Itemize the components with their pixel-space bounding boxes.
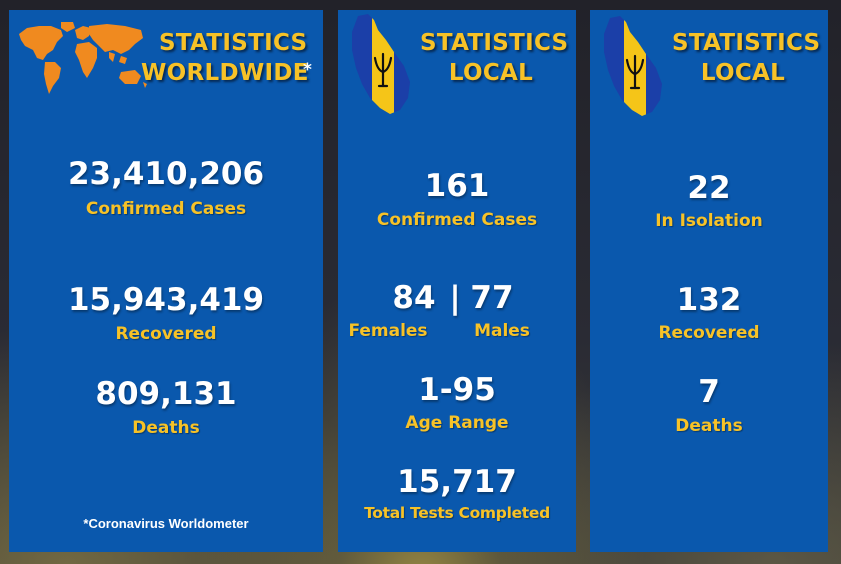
local1-confirmed-label: Confirmed Cases [376, 210, 538, 230]
local-stats-panel-2: STATISTICS LOCAL 22 In Isolation 132 Rec… [590, 10, 828, 552]
local-stats-panel-1: STATISTICS LOCAL 161 Confirmed Cases 84 … [338, 10, 576, 552]
barbados-map-icon [604, 16, 662, 116]
local1-tests-value: 15,717 [397, 464, 517, 500]
worldwide-confirmed-value: 23,410,206 [67, 156, 265, 192]
world-map-icon [19, 22, 147, 94]
local1-age-value: 1-95 [418, 372, 496, 408]
local2-isolation-value: 22 [687, 170, 731, 206]
worldwide-title-line1: STATISTICS [159, 30, 308, 56]
local1-females-label: Females [348, 321, 428, 341]
local2-isolation-label: In Isolation [655, 211, 763, 231]
local2-title-line2: LOCAL [700, 60, 786, 86]
local1-gender-separator: | [449, 280, 461, 316]
worldwide-asterisk: * [303, 60, 312, 80]
worldwide-deaths-value: 809,131 [95, 376, 237, 412]
local1-males-value: 77 [470, 280, 514, 316]
barbados-map-icon [352, 14, 410, 114]
local2-deaths-value: 7 [698, 374, 720, 410]
local1-confirmed-value: 161 [424, 168, 490, 204]
local2-deaths-label: Deaths [675, 416, 743, 436]
worldwide-recovered-value: 15,943,419 [67, 282, 265, 318]
local1-females-value: 84 [392, 280, 436, 316]
local1-title-line1: STATISTICS [420, 30, 569, 56]
local1-age-label: Age Range [405, 413, 509, 433]
local1-tests-label: Total Tests Completed [364, 504, 550, 522]
worldwide-title-line2: WORLDWIDE [141, 60, 309, 86]
local1-males-label: Males [474, 321, 530, 341]
worldwide-recovered-label: Recovered [115, 324, 217, 344]
local2-title-line1: STATISTICS [672, 30, 821, 56]
source-note: *Coronavirus Worldometer [83, 516, 249, 531]
local1-title-line2: LOCAL [448, 60, 534, 86]
worldwide-deaths-label: Deaths [132, 418, 200, 438]
worldwide-confirmed-label: Confirmed Cases [85, 199, 247, 219]
worldwide-stats-panel: STATISTICS WORLDWIDE * 23,410,206 Confir… [9, 10, 323, 552]
local2-recovered-value: 132 [676, 282, 742, 318]
local2-recovered-label: Recovered [658, 323, 760, 343]
